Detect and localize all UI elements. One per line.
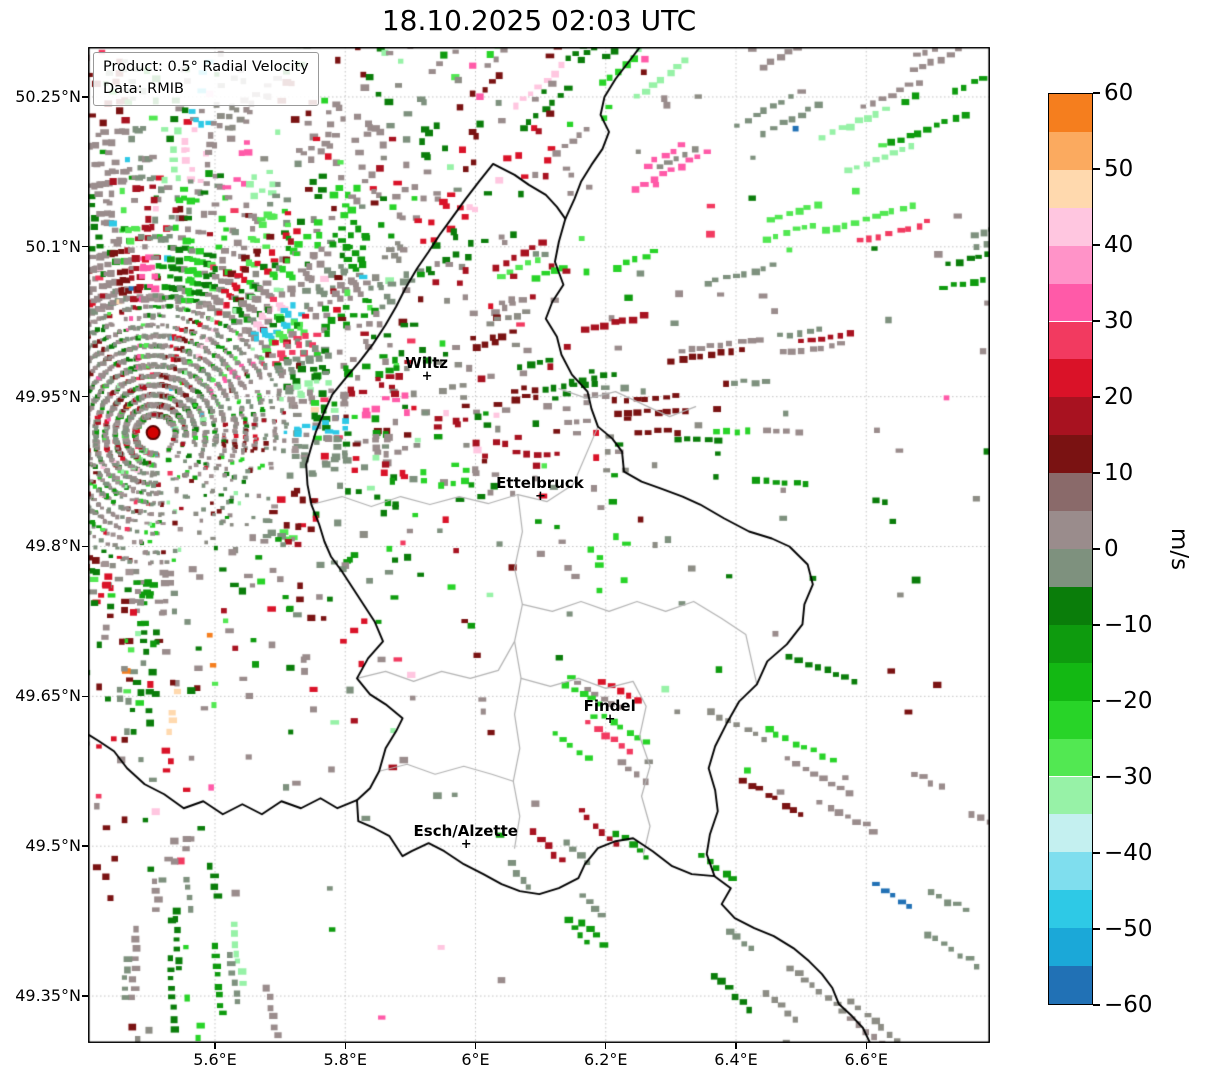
colorbar-segment (1049, 473, 1092, 512)
colorbar-tick-mark (1093, 624, 1100, 626)
colorbar-segment (1049, 776, 1092, 815)
colorbar-segments (1049, 94, 1092, 1004)
colorbar-tick-label: −20 (1104, 688, 1153, 714)
colorbar-tick-label: −50 (1104, 916, 1153, 942)
x-tick-label: 5.8°E (323, 1050, 368, 1069)
colorbar-segment (1049, 814, 1092, 853)
y-tick-label: 49.65°N (15, 686, 81, 706)
y-tick-label: 49.35°N (15, 986, 81, 1006)
colorbar-tick-label: 40 (1104, 232, 1134, 258)
y-tick-label: 50.25°N (15, 86, 81, 106)
city-marker: + (460, 837, 472, 853)
colorbar-unit-label: m/s (1166, 527, 1192, 571)
city-label: Ettelbruck (496, 473, 584, 492)
y-tick-mark (82, 246, 88, 248)
colorbar-tick-label: 10 (1104, 460, 1134, 486)
y-tick-label: 49.8°N (25, 536, 81, 556)
colorbar-segment (1049, 966, 1092, 1004)
product-label: Product: 0.5° Radial Velocity (103, 59, 309, 75)
y-tick-mark (82, 395, 88, 398)
colorbar-tick-label: −60 (1104, 992, 1153, 1018)
x-tick-label: 5.6°E (193, 1050, 237, 1069)
colorbar-segment (1049, 624, 1092, 663)
colorbar-segment (1049, 511, 1092, 549)
y-tick-label: 49.95°N (15, 386, 81, 406)
colorbar-tick-mark (1093, 1004, 1100, 1006)
colorbar-segment (1049, 359, 1092, 398)
figure-title: 18.10.2025 02:03 UTC (381, 4, 697, 37)
colorbar-segment (1049, 435, 1092, 474)
colorbar-tick-label: 0 (1104, 536, 1119, 562)
colorbar-tick-mark (1093, 320, 1100, 322)
colorbar-segment (1049, 738, 1092, 777)
colorbar-segment (1049, 207, 1092, 246)
y-tick-mark (82, 845, 88, 847)
colorbar-tick-label: 20 (1104, 384, 1134, 410)
city-label: Findel (583, 697, 636, 716)
colorbar-segment (1049, 549, 1092, 587)
colorbar-segment (1049, 928, 1092, 967)
x-tick-mark (735, 1043, 737, 1049)
colorbar-tick-mark (1093, 852, 1100, 854)
colorbar-segment (1049, 94, 1092, 132)
y-tick-label: 49.5°N (25, 836, 81, 856)
colorbar-segment (1049, 321, 1092, 360)
product-info-box: Product: 0.5° Radial Velocity Data: RMIB (93, 52, 319, 106)
colorbar-tick-label: −30 (1104, 764, 1153, 790)
colorbar-tick-mark (1093, 548, 1100, 550)
colorbar-tick-mark (1093, 776, 1100, 778)
colorbar-tick-mark (1093, 244, 1100, 246)
colorbar-tick-mark (1093, 472, 1100, 474)
colorbar-segment (1049, 397, 1092, 436)
colorbar-tick-mark (1093, 396, 1100, 398)
colorbar-tick-label: −40 (1104, 840, 1153, 866)
y-tick-mark (82, 695, 88, 698)
data-source-label: Data: RMIB (103, 80, 184, 97)
city-marker: + (534, 488, 546, 504)
city-label: Wiltz (405, 353, 449, 372)
city-label: Esch/Alzette (413, 822, 518, 841)
colorbar-tick-mark (1093, 168, 1100, 170)
x-tick-label: 6.4°E (714, 1050, 758, 1069)
colorbar-segment (1049, 169, 1092, 208)
colorbar-segment (1049, 131, 1092, 170)
colorbar-tick-label: 50 (1104, 156, 1134, 182)
x-tick-mark (214, 1043, 216, 1049)
colorbar-segment (1049, 245, 1092, 284)
x-tick-label: 6°E (461, 1050, 490, 1069)
y-tick-label: 50.1°N (25, 236, 81, 256)
y-tick-mark (82, 545, 88, 548)
colorbar-segment (1049, 283, 1092, 322)
radar-velocity-map-canvas (88, 47, 990, 1043)
colorbar-tick-mark (1093, 928, 1100, 930)
colorbar-segment (1049, 662, 1092, 701)
x-tick-mark (605, 1043, 607, 1049)
colorbar-segment (1049, 700, 1092, 739)
colorbar-tick-label: 30 (1104, 308, 1134, 334)
city-marker: + (421, 368, 433, 384)
colorbar-tick-label: 60 (1104, 80, 1134, 106)
y-tick-mark (82, 995, 88, 997)
city-marker: + (604, 712, 616, 728)
colorbar (1048, 93, 1093, 1005)
colorbar-tick-label: −10 (1104, 612, 1153, 638)
y-tick-mark (82, 96, 88, 98)
map-plot-area: Product: 0.5° Radial Velocity Data: RMIB… (88, 47, 990, 1043)
colorbar-segment (1049, 890, 1092, 929)
x-tick-label: 6.2°E (583, 1050, 628, 1069)
x-tick-mark (344, 1043, 346, 1049)
colorbar-tick-mark (1093, 700, 1100, 702)
x-tick-label: 6.6°E (844, 1050, 889, 1069)
x-tick-mark (865, 1043, 867, 1049)
x-tick-mark (474, 1043, 477, 1049)
colorbar-segment (1049, 852, 1092, 891)
colorbar-segment (1049, 586, 1092, 625)
colorbar-tick-mark (1093, 92, 1100, 94)
